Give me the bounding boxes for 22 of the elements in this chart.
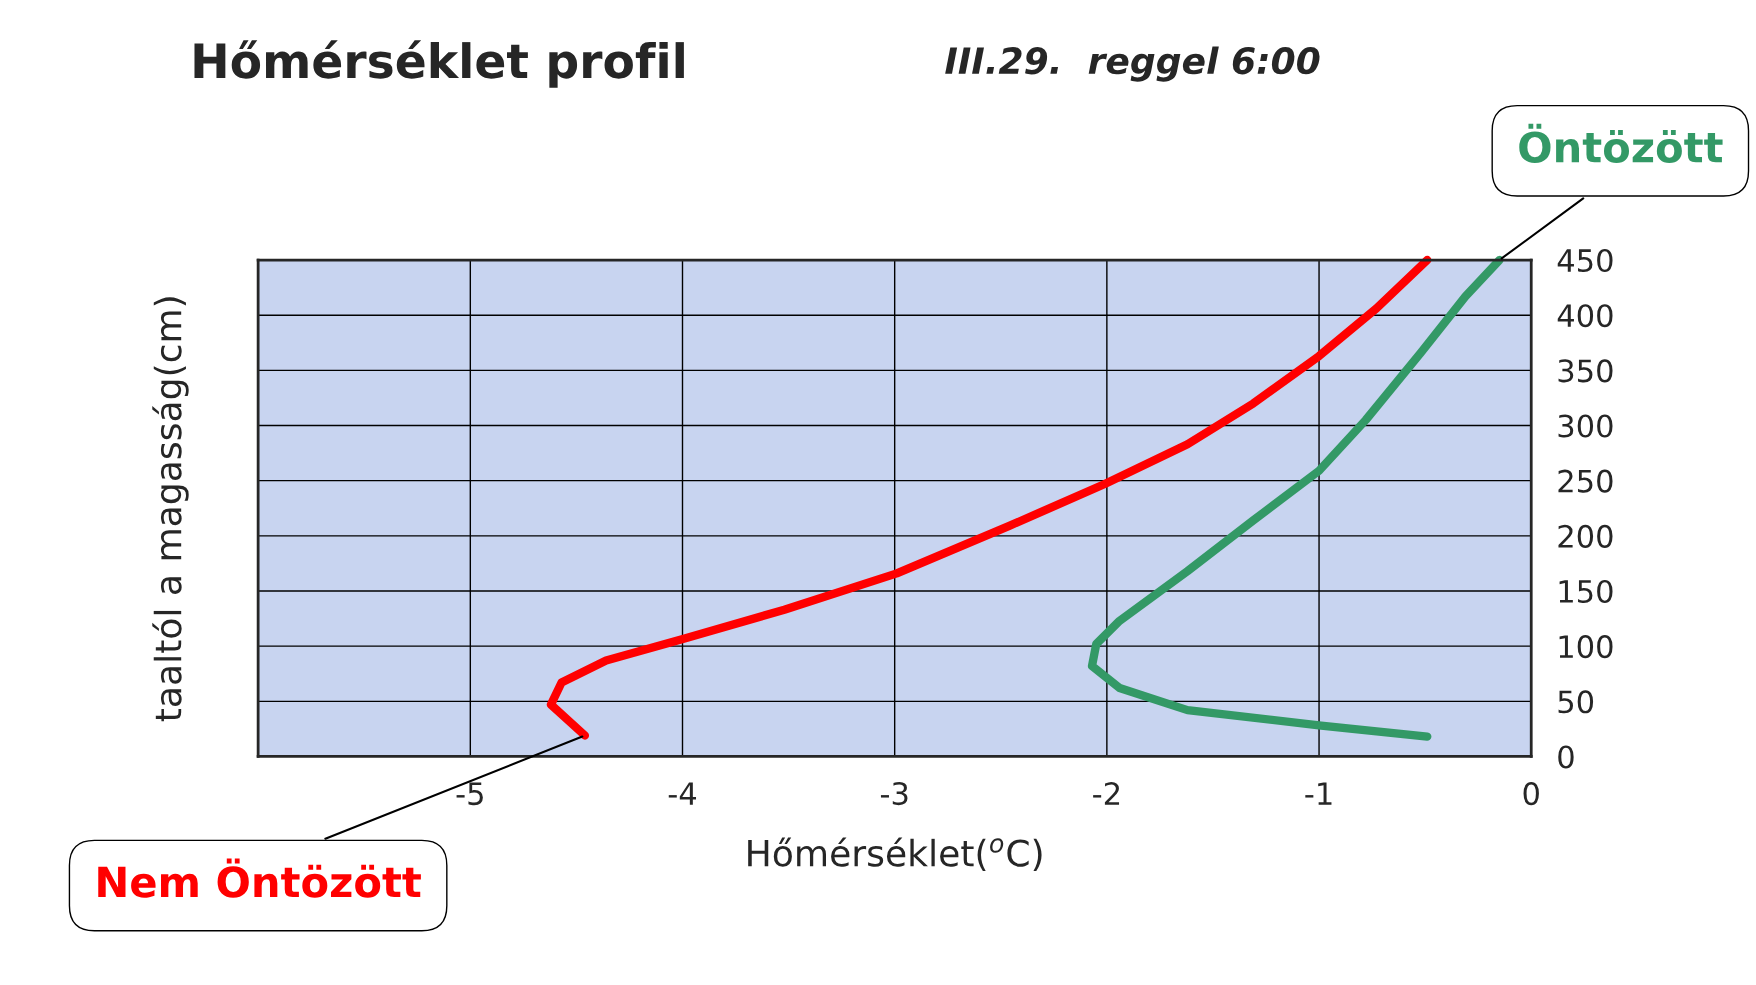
y-tick-label: 350 <box>1558 359 1613 383</box>
x-tick-label: -3 <box>880 782 908 806</box>
y-tick-label: 250 <box>1558 469 1613 493</box>
y-tick-label: 450 <box>1557 248 1613 273</box>
x-tick-label: -1 <box>1305 782 1332 805</box>
x-tick-label: -2 <box>1093 782 1120 805</box>
y-tick-label: 200 <box>1558 524 1613 548</box>
y-tick-label: 400 <box>1557 304 1613 328</box>
x-tick-label: 0 <box>1523 782 1539 806</box>
x-axis-title: Hőmérséklet($^{o}$C) <box>748 837 1042 872</box>
y-tick-label: 0 <box>1558 745 1574 769</box>
y-tick-label: 150 <box>1559 579 1613 604</box>
y-tick-label: 50 <box>1558 690 1594 714</box>
y-tick-label: 300 <box>1558 414 1613 438</box>
chart-title: Hőmérséklet profil <box>194 40 684 88</box>
y-tick-label: 100 <box>1559 635 1613 659</box>
chart-subtitle: III.29. reggel 6:00 <box>945 46 1320 82</box>
x-tick-label: -4 <box>668 782 697 805</box>
text: Öntözött <box>1519 123 1723 163</box>
x-tick-label: -5 <box>456 782 483 806</box>
text: Nem Öntözött <box>98 858 421 898</box>
y-axis-title: taaltól a magasság(cm) <box>152 297 189 722</box>
